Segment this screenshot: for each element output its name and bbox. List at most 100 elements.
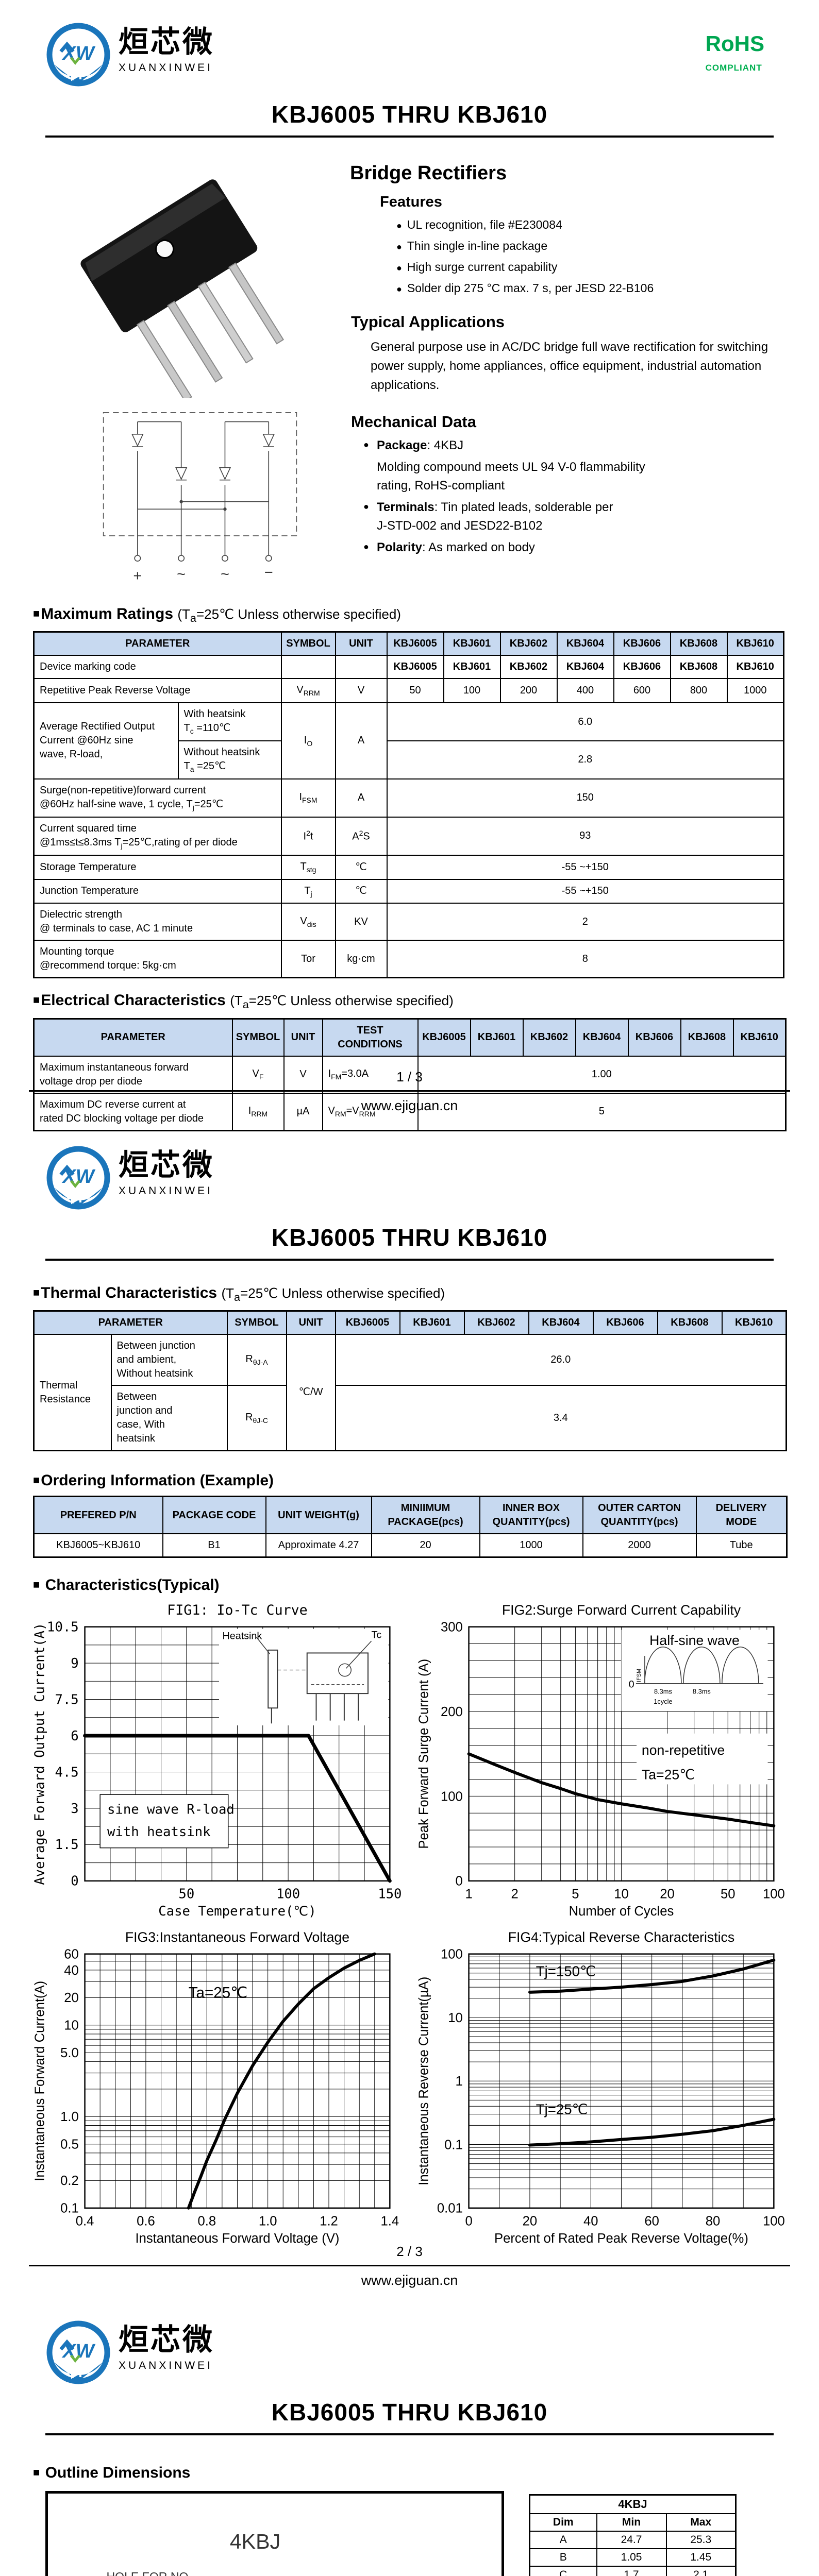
svg-text:0.8: 0.8 [198, 2214, 216, 2229]
page-2: XW 烜芯微 XUANXINWEI KBJ6005 THRU KBJ610 [0, 1123, 819, 2298]
svg-text:100: 100 [276, 1887, 300, 1902]
table-cell: 26.0 [335, 1334, 787, 1386]
table-cell: IFM=3.0A [322, 1055, 419, 1094]
table-cell: OUTER CARTON QUANTITY(pcs) [582, 1496, 697, 1535]
svg-text:2: 2 [511, 1887, 518, 1902]
table-cell: µA [283, 1092, 323, 1131]
footer-divider [29, 1090, 790, 1092]
svg-text:1: 1 [465, 1887, 472, 1902]
mechanical-item: ● Terminals: Tin plated leads, solderable… [363, 498, 774, 535]
table-cell: 3.4 [335, 1385, 787, 1451]
chart-fig1: 50 100 150 0 1.5 3 4.5 6 7.5 9 10.5 Case Temperatur… [32, 1600, 403, 1926]
svg-text:100: 100 [763, 1887, 785, 1902]
svg-text:50: 50 [179, 1887, 195, 1902]
svg-text:Tj=150℃: Tj=150℃ [536, 1963, 596, 1979]
svg-text:150: 150 [378, 1887, 402, 1902]
table-cell: 150 [386, 778, 784, 818]
svg-text:FIG4:Typical Reverse Character: FIG4:Typical Reverse Characteristics [508, 1929, 734, 1945]
page-header: XW 烜芯微 XUANXINWEI KBJ6005 THRU KBJ610 [45, 2298, 774, 2433]
svg-text:1.0: 1.0 [60, 2110, 79, 2124]
table-row: PREFERED P/N PACKAGE CODE UNIT WEIGHT(g) MI… [33, 1496, 788, 1535]
mechanical-item: ● Polarity: As marked on body [363, 538, 774, 557]
chart-fig2: 1 2 5 10 20 50 100 0 100 200 300 Number of Cycles Pe… [416, 1600, 787, 1926]
table-cell: Vdis [280, 903, 336, 941]
mechanical-item: Molding compound meets UL 94 V-0 flammab… [363, 458, 774, 495]
table-row: Surge(non-repetitive)forward current @60H… [33, 778, 784, 818]
bullet-icon: ● [363, 541, 369, 552]
brand-logo: XW 烜芯微 XUANXINWEI [45, 1145, 214, 1213]
table-cell: IFSM [280, 778, 336, 818]
ordering-table: PREFERED P/N PACKAGE CODE UNIT WEIGHT(g) MI… [33, 1496, 788, 1558]
applications-heading: Typical Applications [351, 313, 505, 331]
table-cell: Tor [280, 940, 336, 978]
footer-site: www.ejiguan.cn [361, 1098, 458, 1113]
brand-name-cn: 烜芯微 [119, 25, 215, 59]
table-cell: V [283, 1055, 323, 1094]
table-cell: Min [596, 2513, 667, 2532]
table-cell: KBJ604 [556, 631, 614, 656]
table-cell: Device marking code [33, 655, 282, 680]
svg-text:1.5: 1.5 [55, 1837, 79, 1853]
svg-text:Case Temperature(℃): Case Temperature(℃) [158, 1904, 316, 1919]
table-cell: KBJ610 [726, 655, 784, 680]
svg-text:Ta=25℃: Ta=25℃ [189, 1985, 248, 2002]
table-cell: Between junction and ambient, Without heat… [110, 1334, 228, 1386]
table-row: PARAMETER SYMBOL UNIT KBJ6005 KBJ601 KBJ602 KB… [33, 631, 784, 656]
svg-text:Peak Forward Surge Current (A): Peak Forward Surge Current (A) [416, 1659, 431, 1849]
chart-fig3: 0.4 0.6 0.8 1.0 1.2 1.4 0.1 0.2 0.5 1.0 5.0 10 20 40 6… [32, 1927, 403, 2253]
thermal-heading: ■Thermal Characteristics (Ta=25℃ Unless … [33, 1284, 445, 1304]
table-cell: VRM=VRRM [322, 1092, 419, 1131]
table-cell: 1.45 [665, 2548, 737, 2567]
table-row: Maximum DC reverse current at rated DC bl… [33, 1092, 787, 1131]
svg-text:FIG2:Surge Forward Current Cap: FIG2:Surge Forward Current Capability [502, 1602, 741, 1618]
svg-text:60: 60 [64, 1947, 79, 1962]
terminal-label-plus: + [133, 568, 142, 584]
svg-text:0: 0 [71, 1874, 79, 1889]
svg-text:20: 20 [660, 1887, 675, 1902]
table-cell: With heatsink Tc =110℃ [177, 702, 282, 741]
feature-item: ● Thin single in-line package [396, 239, 548, 252]
table-cell: KBJ6005 [386, 655, 444, 680]
table-cell: 1.7 [596, 2566, 667, 2576]
outline-heading: ■ Outline Dimensions [33, 2464, 191, 2481]
table-row: Repetitive Peak Reverse Voltage VRRM V 50 10… [33, 678, 784, 704]
table-cell: RθJ-C [226, 1385, 287, 1451]
table-cell: 50 [386, 678, 444, 704]
table-row: Mounting torque @recommend torque: 5kg·cm… [33, 940, 784, 978]
table-cell: VRRM [280, 678, 336, 704]
table-cell: KBJ601 [443, 655, 501, 680]
table-cell: A [335, 702, 388, 779]
terminal-label-minus: − [264, 565, 273, 581]
table-row: PARAMETER SYMBOL UNIT TEST CONDITIONS KBJ6005… [33, 1018, 787, 1057]
applications-text: General purpose use in AC/DC bridge full… [371, 340, 768, 393]
product-photo [64, 156, 306, 402]
bullet-icon: ● [396, 242, 402, 252]
table-cell: 1000 [726, 678, 784, 704]
table-cell: KBJ6005~KBJ610 [33, 1533, 163, 1558]
table-row: Junction Temperature Tj ℃ -55 ~+150 [33, 878, 784, 904]
page-1: XW 烜芯微 XUANXINWEI KBJ6005 THRU KBJ610 Ro… [0, 0, 819, 1131]
svg-text:non-repetitive: non-repetitive [642, 1742, 725, 1758]
table-cell: B [529, 2548, 597, 2567]
table-cell: SYMBOL [226, 1310, 287, 1335]
table-cell: -55 ~+150 [386, 854, 784, 880]
doc-title: KBJ6005 THRU KBJ610 [271, 2399, 548, 2426]
table-cell: Without heatsink Ta =25℃ [177, 740, 282, 779]
table-row: 4KBJ [529, 2494, 737, 2514]
table-cell: Tj [280, 878, 336, 904]
svg-text:5.0: 5.0 [60, 2046, 79, 2060]
footer-divider [29, 2265, 790, 2266]
svg-text:Heatsink: Heatsink [223, 1631, 262, 1642]
brand-name-en: XUANXINWEI [119, 61, 213, 74]
svg-text:300: 300 [441, 1620, 463, 1635]
table-cell: PARAMETER [33, 631, 282, 656]
footer-site: www.ejiguan.cn [361, 2273, 458, 2288]
svg-text:20: 20 [64, 1991, 79, 2005]
page-number: 2 / 3 [396, 2244, 423, 2259]
bridge-circuit-diagram: + ~ ~ − [92, 404, 306, 592]
table-cell: KBJ610 [726, 631, 784, 656]
mechanical-heading: Mechanical Data [351, 412, 476, 431]
product-title: Bridge Rectifiers [350, 162, 507, 184]
table-cell: 2.8 [386, 740, 784, 779]
dimension-table: 4KBJDimMinMaxA24.725.3B1.051.45C1.72.1D0… [529, 2494, 737, 2576]
